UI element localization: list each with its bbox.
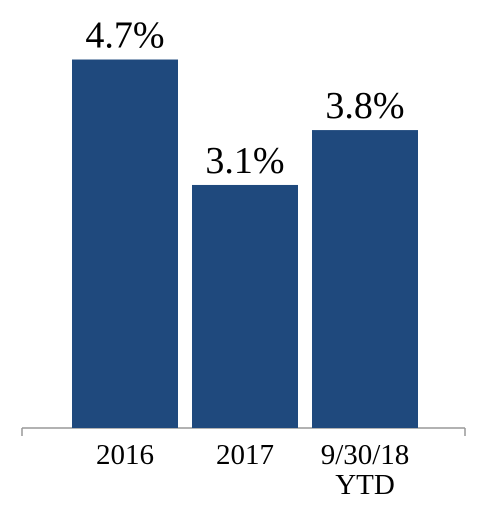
bar: [192, 184, 298, 428]
value-label: 4.7%: [85, 15, 164, 57]
bar: [312, 130, 418, 428]
value-label: 3.8%: [325, 85, 404, 127]
x-tick-label: 2017: [216, 439, 274, 471]
x-tick-label: 9/30/18 YTD: [320, 439, 410, 501]
value-label: 3.1%: [205, 140, 284, 182]
x-tick-label: 2016: [96, 439, 154, 471]
bar: [72, 59, 178, 429]
